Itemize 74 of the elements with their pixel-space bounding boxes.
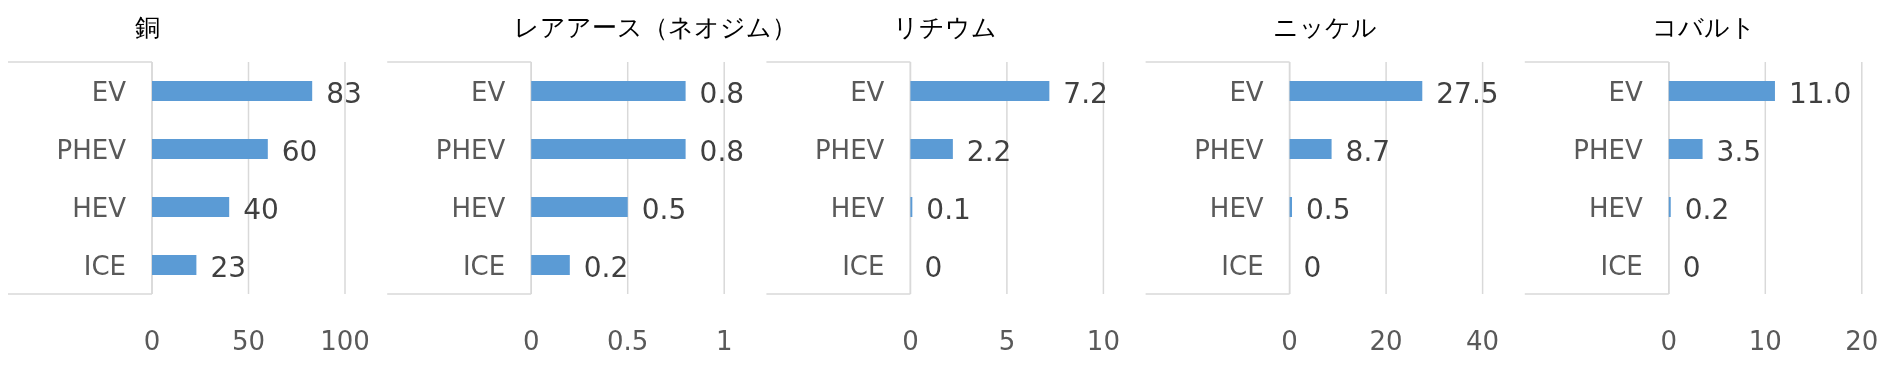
data-label: 3.5	[1716, 135, 1762, 168]
bar	[152, 197, 230, 217]
y-tick-label: PHEV	[1573, 135, 1643, 165]
y-tick-label: PHEV	[814, 135, 885, 165]
bar	[910, 81, 1050, 101]
bar	[152, 255, 197, 275]
x-tick-label: 50	[231, 326, 266, 356]
data-label: 40	[243, 193, 279, 226]
y-tick-label: EV	[1608, 77, 1644, 107]
y-tick-label: PHEV	[56, 135, 127, 165]
data-label: 11.0	[1788, 77, 1852, 110]
data-label: 60	[281, 135, 318, 168]
data-label: 0.5	[1306, 193, 1351, 226]
chart-title: リチウム	[893, 13, 998, 42]
x-tick-label: 5	[998, 326, 1016, 356]
data-label: 0.8	[699, 77, 745, 110]
y-tick-label: ICE	[842, 251, 885, 281]
x-tick-label: 0	[1281, 326, 1298, 356]
bar	[910, 139, 953, 159]
x-tick-label: 0.5	[607, 326, 649, 356]
data-label: 0.1	[926, 193, 971, 226]
y-tick-label: HEV	[451, 193, 506, 223]
data-label: 0.2	[583, 251, 629, 284]
data-label: 2.2	[966, 135, 1012, 168]
chart-title: 銅	[135, 13, 160, 42]
y-tick-label: HEV	[1589, 193, 1644, 223]
data-label: 8.7	[1345, 135, 1391, 168]
bar	[531, 81, 686, 101]
x-tick-label: 0	[902, 326, 919, 356]
y-tick-label: HEV	[830, 193, 885, 223]
data-label: 23	[210, 251, 247, 284]
y-tick-label: ICE	[83, 251, 126, 281]
chart-title: ニッケル	[1272, 13, 1377, 42]
y-tick-label: ICE	[1600, 251, 1643, 281]
y-tick-label: HEV	[1209, 193, 1264, 223]
y-tick-label: EV	[91, 77, 127, 107]
y-tick-label: EV	[1229, 77, 1264, 107]
bar	[152, 81, 313, 101]
bar	[1668, 139, 1703, 159]
data-label: 7.2	[1063, 77, 1108, 110]
bar	[1668, 81, 1775, 101]
bar	[531, 139, 686, 159]
y-tick-label: PHEV	[1194, 135, 1264, 165]
data-label: 83	[326, 77, 362, 110]
x-tick-label: 40	[1466, 326, 1500, 356]
data-label: 0.8	[699, 135, 745, 168]
x-tick-label: 0	[522, 326, 540, 356]
x-tick-label: 20	[1369, 326, 1403, 356]
bar	[1289, 81, 1423, 101]
y-tick-label: ICE	[1221, 251, 1264, 281]
data-label: 0	[1682, 251, 1701, 284]
x-tick-label: 100	[320, 326, 370, 356]
chart-title: コバルト	[1651, 13, 1756, 42]
bar	[1289, 139, 1332, 159]
y-tick-label: HEV	[72, 193, 127, 223]
x-tick-label: 0	[1660, 326, 1678, 356]
y-tick-label: EV	[850, 77, 885, 107]
x-tick-label: 20	[1845, 326, 1879, 356]
data-label: 0	[924, 251, 943, 284]
x-tick-label: 1	[715, 326, 733, 356]
data-label: 0	[1303, 251, 1322, 284]
y-tick-label: ICE	[462, 251, 506, 281]
bar	[152, 139, 268, 159]
bar	[531, 255, 570, 275]
x-tick-label: 0	[143, 326, 161, 356]
data-label: 0.5	[641, 193, 687, 226]
data-label: 0.2	[1684, 193, 1730, 226]
y-tick-label: PHEV	[435, 135, 506, 165]
data-label: 27.5	[1436, 77, 1499, 110]
bar	[531, 197, 628, 217]
y-tick-label: EV	[470, 77, 506, 107]
chart-title: レアアース（ネオジム）	[514, 13, 798, 42]
x-tick-label: 10	[1086, 326, 1120, 356]
x-tick-label: 10	[1748, 326, 1782, 356]
